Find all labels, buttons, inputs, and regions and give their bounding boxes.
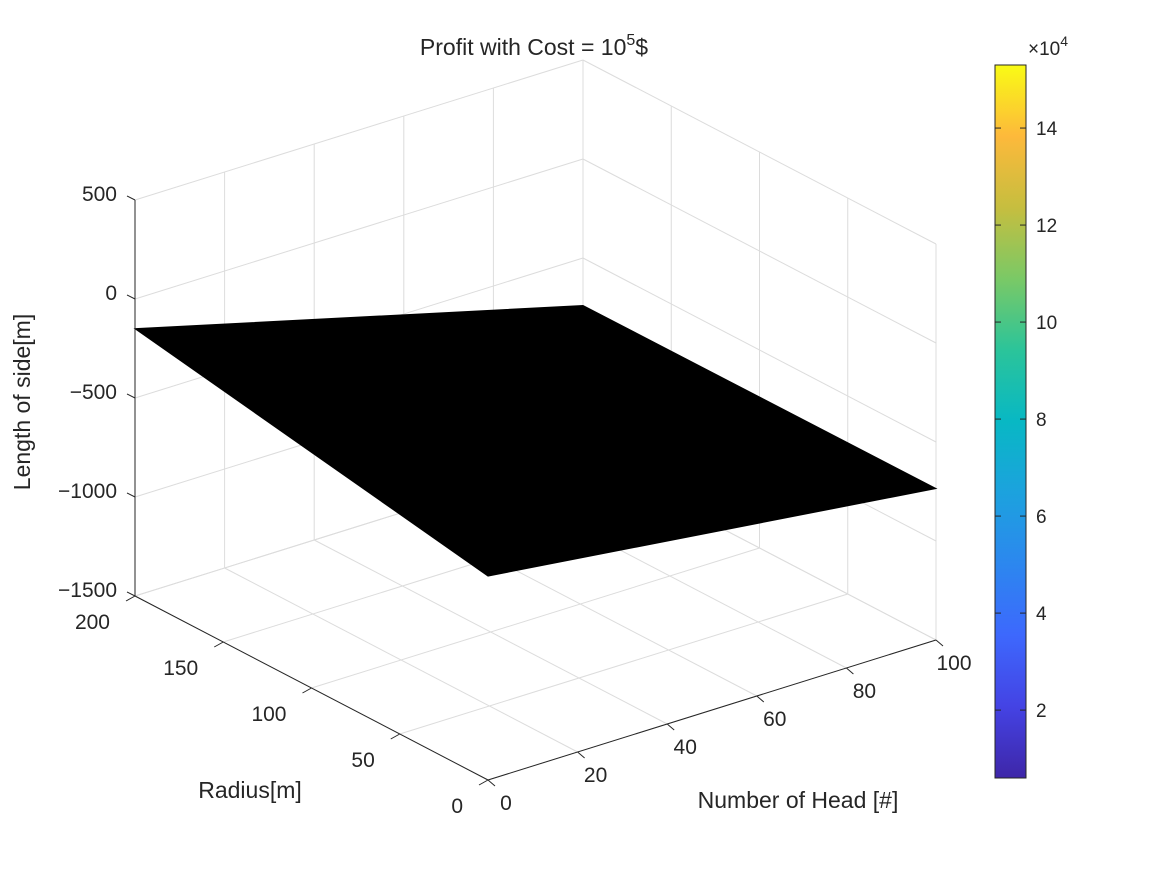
- y-tick-label: 50: [351, 749, 374, 772]
- x-tick-label: 100: [936, 652, 971, 675]
- x-tick-label: 20: [584, 764, 607, 787]
- chart-title-unit: $: [635, 34, 648, 60]
- z-axis-tick: [126, 591, 136, 597]
- labels-layer: 0 20 40 60 80 100 0 50 100 150 200 −1500 −1000 −500 0 5…: [58, 183, 972, 818]
- z-axis-label: Length of side[m]: [9, 314, 35, 490]
- chart-title-text: Profit with Cost = 10: [420, 34, 626, 60]
- x-axis-tick: [666, 723, 675, 731]
- x-axis-tick: [487, 779, 496, 787]
- z-tick-label: −1500: [58, 579, 117, 602]
- chart-title-exponent: 5: [626, 32, 635, 49]
- colorbar-tick-label: 12: [1036, 216, 1057, 237]
- y-tick-label: 200: [75, 611, 110, 634]
- z-axis-tick: [126, 195, 136, 201]
- z-axis-tick: [126, 294, 136, 300]
- x-axis-tick: [935, 639, 944, 647]
- y-tick-label: 100: [251, 703, 286, 726]
- x-axis-tick: [756, 695, 765, 703]
- y-tick-label: 0: [451, 795, 463, 818]
- y-axis-label: Radius[m]: [198, 777, 302, 803]
- colorbar-tick-label: 14: [1036, 119, 1058, 140]
- grid-line-z-sidewall: [582, 59, 937, 245]
- grid-line-z-sidewall: [582, 257, 937, 443]
- z-tick-label: 500: [82, 183, 117, 206]
- colorbar-tick-label: 2: [1036, 701, 1047, 722]
- x-tick-label: 60: [763, 708, 786, 731]
- x-axis-tick: [846, 667, 854, 675]
- y-axis-tick: [125, 595, 136, 602]
- grid-line-y-floor: [311, 547, 760, 689]
- z-axis-tick: [126, 393, 136, 399]
- z-tick-label: −500: [70, 381, 117, 404]
- grid-line-z-backwall: [134, 59, 584, 201]
- x-tick-label: 40: [674, 736, 697, 759]
- grid-line-z-sidewall: [582, 158, 937, 344]
- x-axis-label: Number of Head [#]: [698, 787, 899, 813]
- z-tick-label: 0: [105, 282, 117, 305]
- x-axis-line: [487, 639, 937, 781]
- axes-layer: [125, 195, 944, 787]
- chart-title: Profit with Cost = 105$: [420, 32, 648, 60]
- y-axis-tick: [214, 641, 224, 648]
- y-axis-tick: [478, 779, 489, 786]
- surface-layer: [133, 305, 938, 577]
- colorbar: [994, 64, 1027, 779]
- grid-line-z-backwall: [134, 158, 584, 300]
- colorbar-exponent-base: ×10: [1028, 39, 1060, 60]
- y-axis-tick: [302, 687, 312, 694]
- y-axis-tick: [390, 733, 400, 740]
- colorbar-tick-label: 4: [1036, 604, 1047, 625]
- z-tick-label: −1000: [58, 480, 117, 503]
- colorbar-tick-label: 8: [1036, 410, 1047, 431]
- colorbar-tick-label: 10: [1036, 313, 1057, 334]
- colorbar-exponent: ×104: [1028, 33, 1068, 60]
- surface-sheet: [133, 305, 938, 577]
- colorbar-exponent-power: 4: [1060, 33, 1068, 49]
- colorbar-ticks: 2 4 6 8 10 12 14: [995, 119, 1058, 722]
- x-axis-tick: [577, 751, 585, 759]
- x-tick-label: 80: [853, 680, 876, 703]
- y-tick-label: 150: [163, 657, 198, 680]
- z-axis-tick: [126, 492, 136, 498]
- grid-line-y-floor: [399, 593, 848, 735]
- colorbar-tick-label: 6: [1036, 507, 1047, 528]
- x-tick-label: 0: [500, 792, 512, 815]
